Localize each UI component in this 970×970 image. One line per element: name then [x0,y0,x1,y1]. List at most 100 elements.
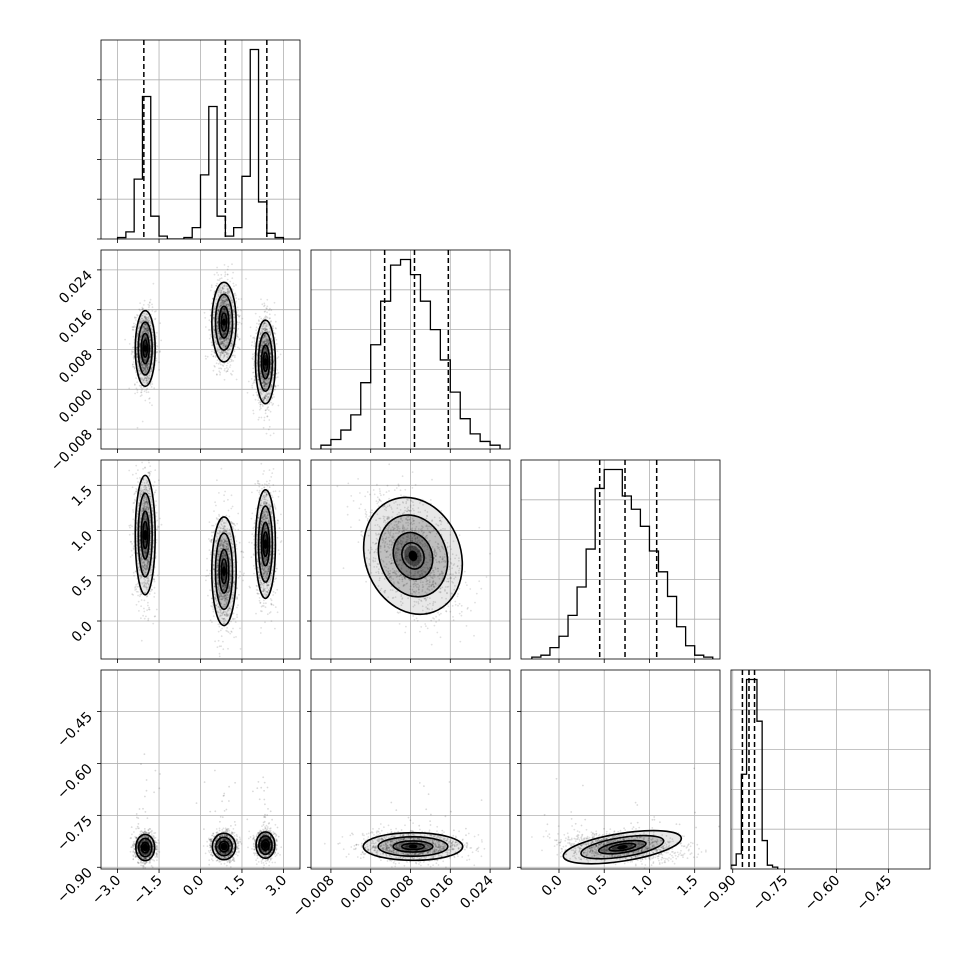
scatter-point [144,319,146,322]
scatter-point [155,357,158,360]
scatter-point [236,306,239,309]
scatter-point [223,309,226,311]
scatter-point [148,302,151,304]
scatter-point [210,341,213,344]
scatter-point [139,318,142,321]
scatter-point [219,367,222,369]
scatter-point [222,316,225,318]
scatter-point [252,356,255,358]
scatter-point [138,367,140,370]
scatter-point [143,376,146,378]
scatter-point [141,306,144,309]
scatter-point [131,350,133,352]
scatter-point [147,391,150,394]
scatter-point [136,336,139,339]
scatter-point [137,330,140,332]
scatter-point [230,360,233,363]
scatter-point [231,355,234,357]
scatter-point [274,327,277,329]
scatter-point [216,350,219,353]
scatter-point [145,379,147,382]
scatter-point [156,345,159,348]
scatter-point [140,394,143,396]
scatter-point [145,330,148,333]
scatter-point [255,329,258,332]
scatter-point [234,356,236,359]
scatter-point [149,339,152,342]
scatter-point [217,309,220,311]
scatter-point [133,322,135,325]
scatter-point [274,388,276,391]
scatter-point [152,282,155,285]
scatter-point [223,378,226,381]
scatter-point [213,334,216,337]
scatter-point [216,329,219,331]
scatter-point [144,327,147,330]
scatter-point [140,361,143,364]
scatter-point [145,364,147,367]
scatter-point [143,326,146,329]
scatter-point [230,302,233,305]
scatter-point [140,605,143,608]
scatter-point [141,388,144,390]
scatter-point [268,425,271,428]
hist-grid [311,289,510,410]
scatter-point [213,333,216,336]
scatter-point [146,363,149,366]
scatter-point [144,342,147,344]
histogram-step [320,258,501,449]
scatter-point [152,349,155,352]
scatter-point [142,326,145,328]
scatter-point [142,369,144,372]
scatter-point [219,277,222,280]
scatter-point [145,313,148,315]
scatter-point [255,332,258,335]
scatter-point [228,307,231,310]
scatter-point [225,339,228,341]
scatter-point [139,372,142,375]
scatter-point [132,326,135,328]
scatter-point [144,371,147,374]
scatter-point [217,274,220,276]
scatter-point [141,308,144,311]
scatter-point [230,359,233,361]
scatter-point [277,384,279,387]
scatter-point [207,329,210,331]
panel-frame [520,459,721,660]
scatter-point [221,352,224,354]
scatter-point [149,356,152,359]
scatter-point [147,331,150,334]
scatter-point [275,343,278,345]
scatter-point [157,574,159,577]
scatter-point [141,317,143,319]
scatter-point [216,347,219,350]
scatter-point [226,298,228,301]
scatter-point [144,323,147,326]
scatter-point [137,594,140,597]
scatter-point [144,337,147,340]
scatter-point [206,355,209,358]
scatter-point [236,335,239,337]
scatter-point [221,297,224,300]
scatter-point [144,323,146,325]
scatter-point [136,314,139,317]
scatter-point [224,332,227,334]
scatter-point [221,299,224,302]
scatter-point [251,386,254,389]
scatter-point [268,313,271,316]
scatter-point [148,401,151,404]
scatter-point [141,378,144,380]
scatter-point [226,273,229,276]
scatter-point [245,277,247,280]
scatter-point [144,351,147,354]
scatter-point [258,320,260,323]
scatter-point [267,428,270,431]
scatter-point [155,500,158,502]
scatter-point [221,283,223,286]
scatter-point [228,334,231,337]
scatter-point [260,298,262,301]
scatter-point [219,373,221,376]
scatter-point [224,273,227,276]
scatter-point [143,315,146,318]
scatter-point [154,615,157,617]
